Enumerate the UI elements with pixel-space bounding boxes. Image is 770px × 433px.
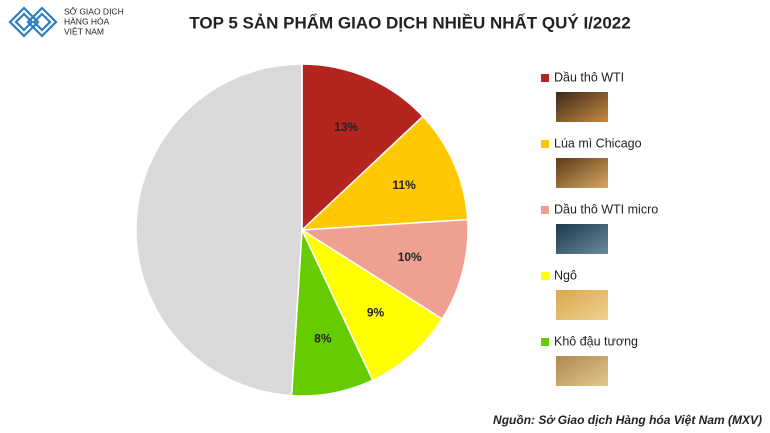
source-note: Nguồn: Sở Giao dịch Hàng hóa Việt Nam (M…	[493, 413, 762, 427]
legend-swatch	[541, 140, 549, 148]
data-label: 11%	[392, 178, 416, 192]
legend-swatch	[541, 338, 549, 346]
legend-image	[556, 356, 608, 386]
logo-icon	[8, 6, 58, 38]
logo-text: VIỆT NAM	[64, 26, 104, 36]
legend-swatch	[541, 272, 549, 280]
data-label: 10%	[398, 250, 422, 264]
legend-label: Dầu thô WTI	[554, 70, 624, 84]
logo-text: SỞ GIAO DỊCH	[64, 5, 124, 16]
logo-text: HÀNG HÓA	[64, 16, 110, 26]
pie-slice	[301, 63, 425, 232]
pie-slice	[135, 63, 303, 397]
legend-swatch	[541, 206, 549, 214]
pie-slice	[300, 227, 444, 382]
legend-label: Ngô	[554, 268, 577, 282]
legend-image	[556, 290, 608, 320]
chart-title: TOP 5 SẢN PHẨM GIAO DỊCH NHIỀU NHẤT QUÝ …	[189, 13, 630, 32]
legend-label: Dầu thô WTI micro	[554, 202, 658, 216]
data-label: 13%	[334, 120, 358, 134]
legend-label: Khô đậu tương	[554, 334, 638, 348]
data-label: 9%	[367, 306, 385, 320]
legend-image	[556, 158, 608, 188]
legend-image	[556, 92, 608, 122]
legend-image	[556, 224, 608, 254]
legend-label: Lúa mì Chicago	[554, 136, 642, 150]
legend-swatch	[541, 74, 549, 82]
pie-slice	[299, 115, 469, 231]
pie-slice	[299, 218, 469, 320]
data-label: 8%	[314, 331, 332, 345]
